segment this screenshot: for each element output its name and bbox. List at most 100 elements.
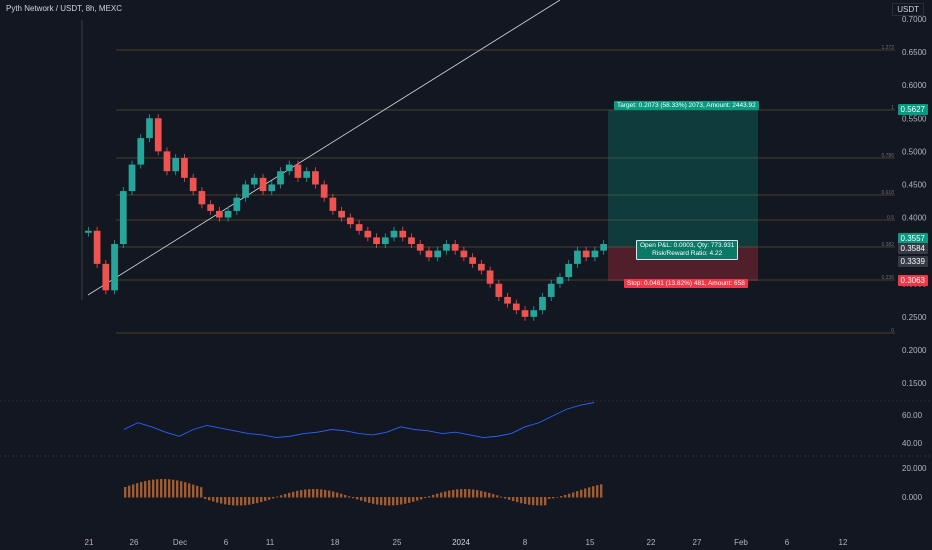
x-tick-label: Dec [173,538,187,547]
macd-bar [456,489,459,498]
macd-bar [540,497,543,506]
macd-bar [132,484,135,498]
macd-bar [140,482,143,498]
candle-body [312,171,319,185]
macd-bar [440,492,443,498]
macd-bar [572,492,575,498]
macd-bar [396,497,399,506]
candle-body [574,250,581,264]
candle-body [303,171,311,178]
candle-body [189,177,197,192]
x-tick-label: 25 [393,538,402,547]
macd-bar [560,496,563,498]
y-tick-label: 0.5000 [902,147,927,156]
macd-bar [536,497,539,506]
macd-bar [500,496,503,498]
macd-bar [588,487,591,498]
macd-bar [480,490,483,498]
macd-bar [428,496,431,498]
macd-bar [492,494,495,498]
fib-level-label: 1.272 [881,45,894,51]
macd-bar [548,497,551,499]
macd-bar [184,482,187,498]
x-tick-label: 6 [224,538,229,547]
macd-bar [336,492,339,498]
macd-bar [292,491,295,498]
fib-level-label: 0.236 [881,275,894,281]
pnl-line-2: Risk/Reward Ratio: 4.22 [652,250,723,257]
macd-bar [164,479,167,498]
fib-level-label: 0 [891,328,894,334]
macd-bar [240,497,243,506]
macd-bar [216,497,219,503]
candle-body [224,210,232,218]
y-tick-label: 0.1500 [902,379,927,388]
macd-bar [156,479,159,498]
candle-body [277,171,284,185]
candle-body [469,257,476,264]
macd-bar [360,497,363,501]
candle-body [451,244,459,251]
candle-body [146,118,153,139]
macd-bar [372,497,375,504]
candle-body [591,250,599,258]
candle-body [582,250,590,258]
macd-bar [152,479,155,498]
x-tick-label: 22 [647,538,656,547]
macd-bar [476,490,479,498]
x-tick-label: 18 [331,538,340,547]
macd-bar [524,497,527,505]
macd-bar [544,497,547,506]
x-tick-label: 8 [523,538,528,547]
candle-body [416,244,424,251]
candle-body [163,151,171,172]
macd-bar [200,487,203,498]
macd-bar [532,497,535,506]
macd-bar [332,491,335,498]
macd-bar [452,489,455,498]
fib-level-label: 0.5 [887,215,894,221]
candle-body [355,224,363,231]
macd-bar [384,497,387,506]
target-price-tag: 0.5627 [897,104,928,115]
x-tick-label: 27 [693,538,702,547]
candle-body [128,164,136,192]
macd-bar [512,497,515,502]
currency-badge[interactable]: USDT [892,3,924,16]
macd-bar [596,485,599,498]
y-tick-label: 0.2500 [902,313,927,322]
rsi-tick-label: 40.00 [902,439,923,448]
macd-bar [268,497,271,500]
macd-bar [600,484,603,498]
macd-bar [344,494,347,498]
candle-body [207,204,214,211]
macd-bar [496,495,499,498]
candle-body [373,237,380,245]
macd-bar [552,497,555,499]
macd-bar [320,489,323,498]
candle-body [250,177,258,185]
macd-bar [328,490,331,498]
macd-bar [592,486,595,498]
y-tick-label: 0.7000 [902,15,927,24]
candle-body [495,283,503,297]
macd-bar [568,493,571,498]
pnl-label: Open P&L: 0.0003, Qty: 773.931 Risk/Rewa… [636,240,739,260]
macd-bar [420,497,423,500]
target-label: Target: 0.2073 (58.33%) 2073, Amount: 24… [614,101,759,110]
macd-bar [400,497,403,505]
x-tick-label: 6 [785,538,790,547]
y-tick-label: 0.6000 [902,81,927,90]
candle-body [547,283,555,297]
candle-body [216,210,223,218]
candle-body [486,270,494,284]
y-tick-label: 0.6500 [902,48,927,57]
macd-bar [516,497,519,503]
macd-bar [424,497,427,499]
macd-bar [244,497,247,506]
candle-body [111,244,118,291]
candle-body [512,303,520,311]
macd-bar [376,497,379,505]
macd-bar [448,490,451,498]
